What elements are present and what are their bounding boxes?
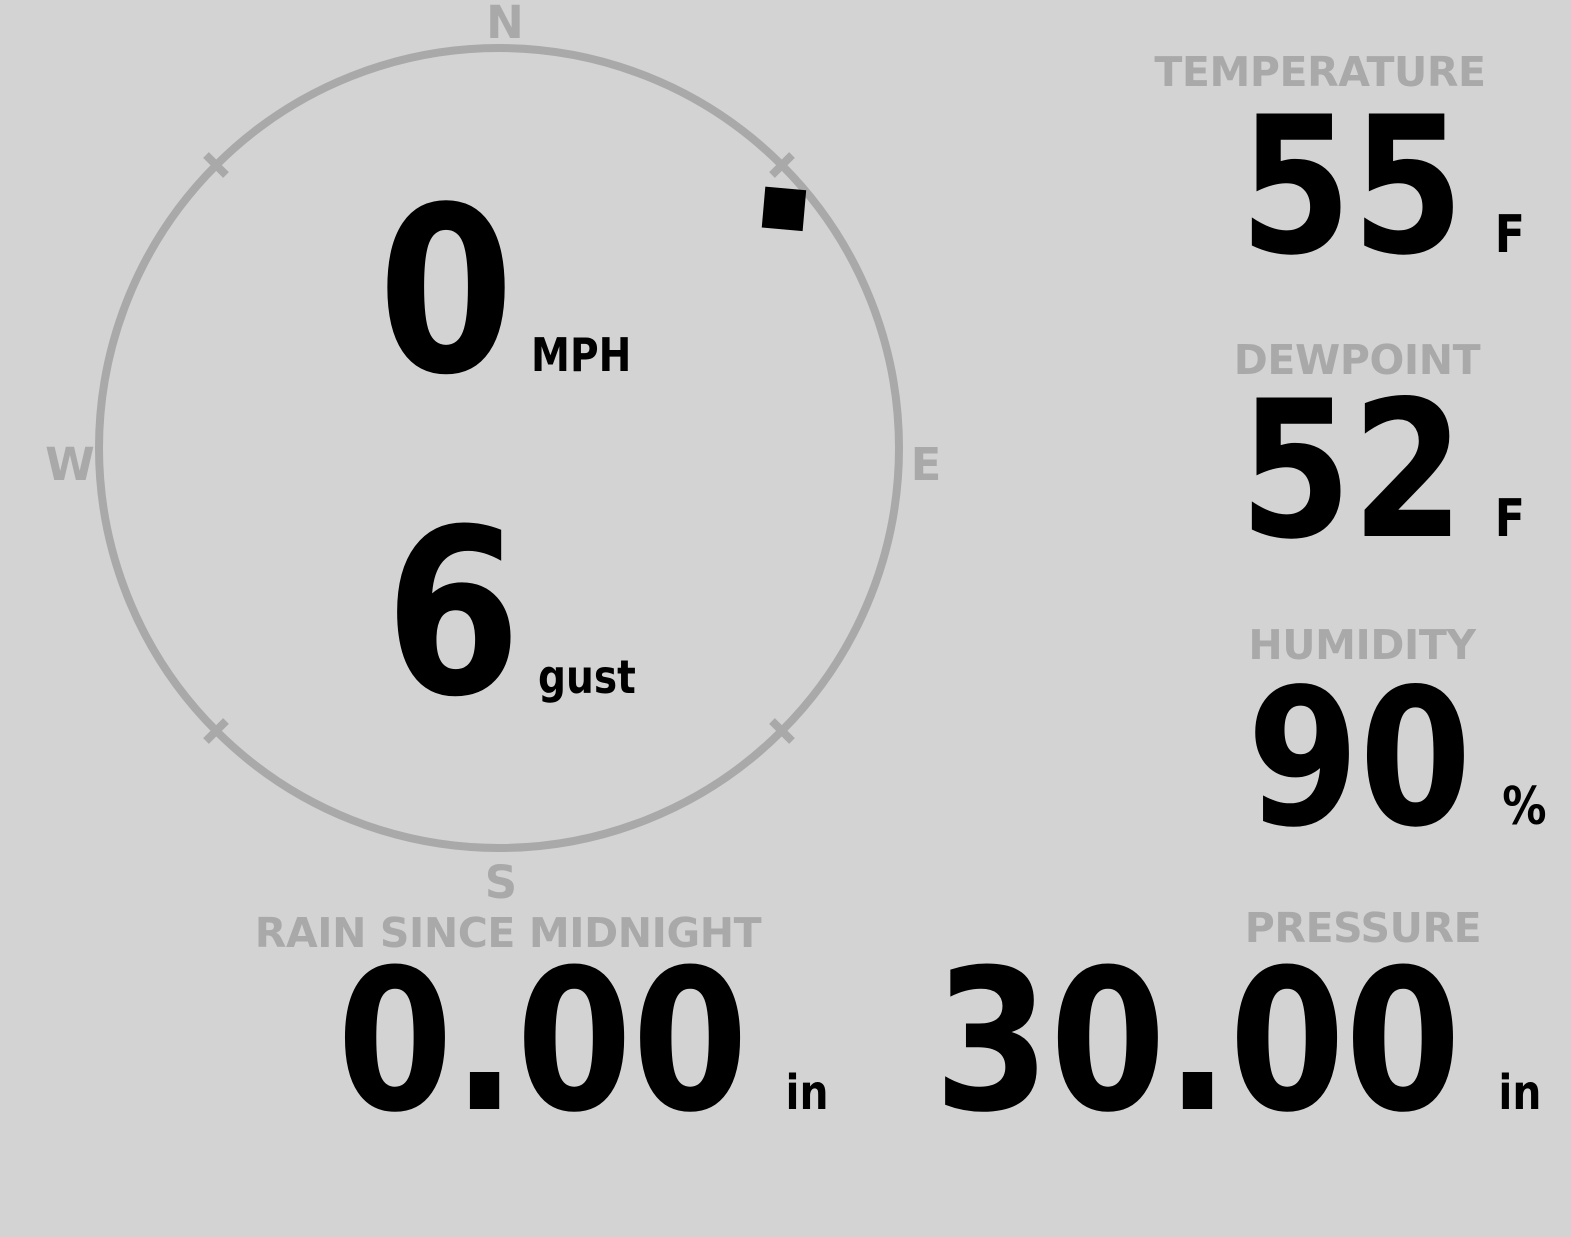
humidity-unit: % xyxy=(1502,777,1547,837)
dewpoint-number: 52 xyxy=(1239,360,1465,581)
tick-southeast-icon xyxy=(769,718,795,744)
compass-intercardinal-ticks xyxy=(203,152,795,744)
humidity-value: 90 % xyxy=(1247,664,1547,854)
compass-ring xyxy=(95,44,903,852)
temperature-unit: F xyxy=(1494,205,1525,265)
humidity-number: 90 xyxy=(1247,648,1473,869)
rain-since-midnight-label: RAIN SINCE MIDNIGHT xyxy=(254,909,762,957)
humidity-label: HUMIDITY xyxy=(1248,621,1476,669)
dewpoint-label: DEWPOINT xyxy=(1233,336,1481,384)
wind-compass xyxy=(95,44,903,852)
wind-gust-value: 6 gust xyxy=(385,500,636,730)
temperature-number: 55 xyxy=(1239,76,1465,297)
wind-gust-number: 6 xyxy=(385,481,522,748)
tick-northwest-icon xyxy=(203,152,229,178)
temperature-value: 55 F xyxy=(1239,92,1525,282)
pressure-label: PRESSURE xyxy=(1244,904,1482,952)
pressure-value: 30.00 in xyxy=(934,944,1541,1140)
dewpoint-value: 52 F xyxy=(1239,376,1525,566)
rain-since-midnight-value: 0.00 in xyxy=(337,944,828,1140)
tick-northeast-icon xyxy=(769,152,795,178)
compass-cardinal-north: N xyxy=(486,0,524,49)
pressure-number: 30.00 xyxy=(934,928,1461,1156)
wind-speed-value: 0 MPH xyxy=(378,178,631,408)
dewpoint-unit: F xyxy=(1494,489,1525,549)
tick-southwest-icon xyxy=(203,718,229,744)
wind-speed-unit: MPH xyxy=(531,328,632,382)
rain-unit: in xyxy=(785,1065,829,1121)
temperature-label: TEMPERATURE xyxy=(1154,48,1486,96)
compass-cardinal-west: W xyxy=(45,438,95,491)
compass-cardinal-south: S xyxy=(484,856,518,909)
wind-speed-number: 0 xyxy=(378,159,515,426)
wind-gust-unit: gust xyxy=(538,650,636,704)
wind-direction-marker xyxy=(761,186,807,232)
rain-number: 0.00 xyxy=(337,928,749,1156)
pressure-unit: in xyxy=(1498,1065,1542,1121)
compass-cardinal-east: E xyxy=(910,438,942,491)
